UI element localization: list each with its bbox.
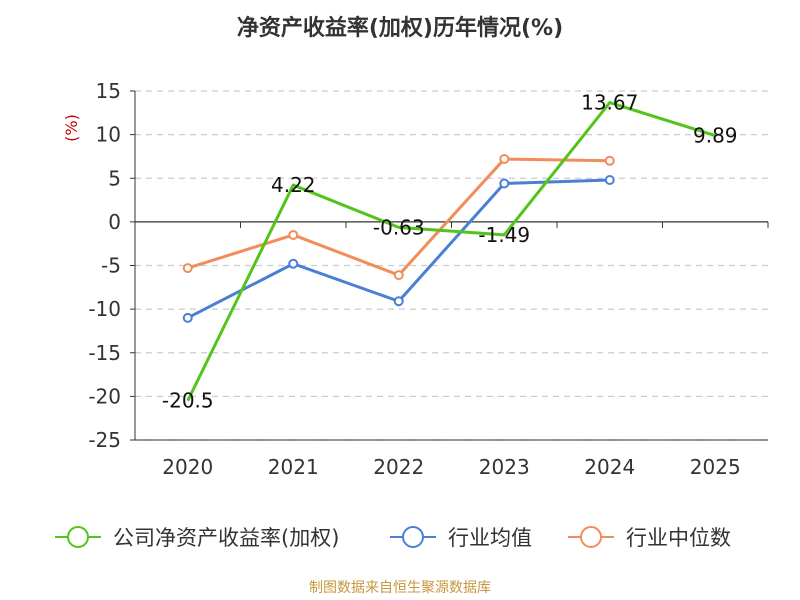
y-tick-label: 0 — [108, 210, 121, 234]
y-axis-label: (%) — [62, 114, 81, 142]
legend-label: 行业中位数 — [626, 526, 731, 550]
series-point — [604, 174, 615, 185]
legend-marker-icon — [67, 526, 89, 548]
series-point — [288, 229, 299, 240]
x-tick-label: 2024 — [584, 455, 635, 479]
y-tick-label: -25 — [88, 428, 121, 452]
data-label: 9.89 — [693, 124, 738, 148]
data-label: 13.67 — [581, 91, 638, 115]
y-tick-label: -20 — [88, 384, 121, 408]
legend-label: 行业均值 — [448, 526, 532, 550]
x-tick-label: 2023 — [479, 455, 530, 479]
legend-label: 公司净资产收益率(加权) — [113, 526, 339, 550]
y-tick-label: -15 — [88, 341, 121, 365]
series-point — [182, 312, 193, 323]
y-tick-label: -10 — [88, 297, 121, 321]
x-tick-label: 2020 — [162, 455, 213, 479]
x-tick-label: 2025 — [690, 455, 741, 479]
y-tick-label: 5 — [108, 166, 121, 190]
series-point — [182, 263, 193, 274]
y-tick-label: -5 — [101, 254, 121, 278]
data-label: -0.63 — [373, 215, 425, 239]
series-point — [288, 258, 299, 269]
legend-marker-icon — [402, 526, 424, 548]
x-tick-label: 2022 — [373, 455, 424, 479]
series-point — [393, 270, 404, 281]
series-line — [186, 101, 716, 402]
series-point — [604, 155, 615, 166]
chart-title: 净资产收益率(加权)历年情况(%) — [236, 16, 564, 41]
data-label: -1.49 — [478, 223, 530, 247]
data-source-note: 制图数据来自恒生聚源数据库 — [309, 580, 491, 596]
y-tick-label: 15 — [96, 79, 121, 103]
series-point — [499, 178, 510, 189]
data-label: 4.22 — [271, 173, 316, 197]
series-point — [499, 154, 510, 165]
y-tick-label: 10 — [96, 123, 121, 147]
series-point — [393, 296, 404, 307]
legend-marker-icon — [580, 526, 602, 548]
data-label: -20.5 — [162, 389, 214, 413]
x-tick-label: 2021 — [268, 455, 319, 479]
